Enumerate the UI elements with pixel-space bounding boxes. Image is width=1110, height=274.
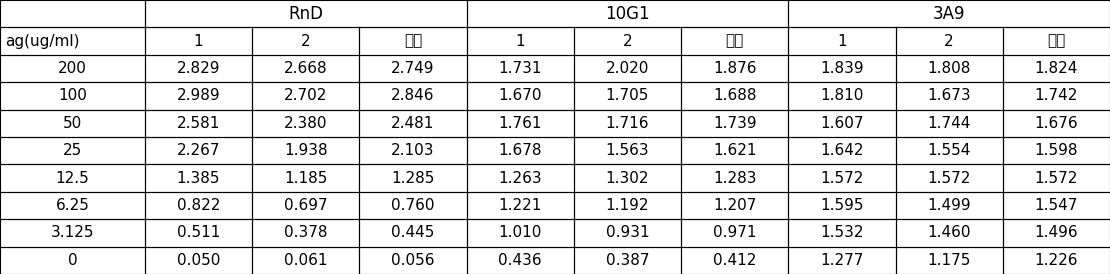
- Text: 1.572: 1.572: [928, 171, 971, 185]
- Text: 1.673: 1.673: [927, 89, 971, 103]
- Text: 2: 2: [945, 34, 953, 48]
- Text: 1.670: 1.670: [498, 89, 542, 103]
- Text: 1.808: 1.808: [928, 61, 971, 76]
- Text: 0.931: 0.931: [606, 226, 649, 240]
- Text: 1.607: 1.607: [820, 116, 864, 131]
- Text: 1.460: 1.460: [927, 226, 971, 240]
- Text: 1.744: 1.744: [928, 116, 971, 131]
- Text: 6.25: 6.25: [56, 198, 89, 213]
- Text: 1.705: 1.705: [606, 89, 649, 103]
- Text: 1.742: 1.742: [1035, 89, 1078, 103]
- Text: 1.598: 1.598: [1035, 143, 1078, 158]
- Text: 50: 50: [63, 116, 82, 131]
- Text: 1.263: 1.263: [498, 171, 542, 185]
- Text: 2.829: 2.829: [176, 61, 220, 76]
- Text: 2.846: 2.846: [391, 89, 435, 103]
- Text: 1.739: 1.739: [713, 116, 756, 131]
- Text: 1: 1: [193, 34, 203, 48]
- Text: 1.185: 1.185: [284, 171, 327, 185]
- Text: 1.207: 1.207: [713, 198, 756, 213]
- Text: 1.302: 1.302: [606, 171, 649, 185]
- Text: 2.103: 2.103: [391, 143, 435, 158]
- Text: 2.668: 2.668: [284, 61, 327, 76]
- Text: 0.511: 0.511: [176, 226, 220, 240]
- Text: 0.760: 0.760: [391, 198, 435, 213]
- Text: 2.380: 2.380: [284, 116, 327, 131]
- Text: 1.595: 1.595: [820, 198, 864, 213]
- Text: 1.226: 1.226: [1035, 253, 1078, 268]
- Text: 0.056: 0.056: [391, 253, 435, 268]
- Text: 1.221: 1.221: [498, 198, 542, 213]
- Text: 0.697: 0.697: [284, 198, 327, 213]
- Text: 평균: 평균: [1047, 34, 1066, 48]
- Text: 1.554: 1.554: [928, 143, 971, 158]
- Text: 0.061: 0.061: [284, 253, 327, 268]
- Text: 1.621: 1.621: [713, 143, 756, 158]
- Text: 1.678: 1.678: [498, 143, 542, 158]
- Text: 1.810: 1.810: [820, 89, 864, 103]
- Text: 1.277: 1.277: [820, 253, 864, 268]
- Text: 1.839: 1.839: [820, 61, 864, 76]
- Text: 2.581: 2.581: [176, 116, 220, 131]
- Text: 2.989: 2.989: [176, 89, 220, 103]
- Text: 2.481: 2.481: [391, 116, 435, 131]
- Text: 0.822: 0.822: [176, 198, 220, 213]
- Text: 1.676: 1.676: [1035, 116, 1078, 131]
- Text: 1.175: 1.175: [928, 253, 971, 268]
- Text: 1.285: 1.285: [391, 171, 435, 185]
- Text: 2: 2: [301, 34, 311, 48]
- Text: 1.563: 1.563: [606, 143, 649, 158]
- Text: 1.716: 1.716: [606, 116, 649, 131]
- Text: 1.876: 1.876: [713, 61, 756, 76]
- Text: 2.020: 2.020: [606, 61, 649, 76]
- Text: 100: 100: [58, 89, 87, 103]
- Text: 1.572: 1.572: [820, 171, 864, 185]
- Text: 1.572: 1.572: [1035, 171, 1078, 185]
- Text: 10G1: 10G1: [605, 5, 649, 23]
- Text: RnD: RnD: [289, 5, 323, 23]
- Text: 3.125: 3.125: [51, 226, 94, 240]
- Text: 0.378: 0.378: [284, 226, 327, 240]
- Text: 0: 0: [68, 253, 78, 268]
- Text: 2: 2: [623, 34, 633, 48]
- Text: 2.749: 2.749: [391, 61, 435, 76]
- Text: 1.642: 1.642: [820, 143, 864, 158]
- Text: 1.938: 1.938: [284, 143, 327, 158]
- Text: 0.436: 0.436: [498, 253, 542, 268]
- Text: 1.283: 1.283: [713, 171, 756, 185]
- Text: 1: 1: [515, 34, 525, 48]
- Text: 평균: 평균: [404, 34, 422, 48]
- Text: 25: 25: [63, 143, 82, 158]
- Text: 1.496: 1.496: [1035, 226, 1078, 240]
- Text: 1.824: 1.824: [1035, 61, 1078, 76]
- Text: 1.532: 1.532: [820, 226, 864, 240]
- Text: 1.688: 1.688: [713, 89, 756, 103]
- Text: 0.971: 0.971: [713, 226, 756, 240]
- Text: 1.499: 1.499: [927, 198, 971, 213]
- Text: 200: 200: [58, 61, 87, 76]
- Text: 1.547: 1.547: [1035, 198, 1078, 213]
- Text: 평균: 평균: [726, 34, 744, 48]
- Text: 1.010: 1.010: [498, 226, 542, 240]
- Text: 12.5: 12.5: [56, 171, 89, 185]
- Text: 1.731: 1.731: [498, 61, 542, 76]
- Text: 0.412: 0.412: [713, 253, 756, 268]
- Text: 1.192: 1.192: [606, 198, 649, 213]
- Text: 0.050: 0.050: [176, 253, 220, 268]
- Text: 1: 1: [837, 34, 847, 48]
- Text: 0.387: 0.387: [606, 253, 649, 268]
- Text: 1.385: 1.385: [176, 171, 220, 185]
- Text: 2.267: 2.267: [176, 143, 220, 158]
- Text: 3A9: 3A9: [932, 5, 966, 23]
- Text: 2.702: 2.702: [284, 89, 327, 103]
- Text: 0.445: 0.445: [391, 226, 435, 240]
- Text: ag(ug/ml): ag(ug/ml): [6, 34, 80, 48]
- Text: 1.761: 1.761: [498, 116, 542, 131]
